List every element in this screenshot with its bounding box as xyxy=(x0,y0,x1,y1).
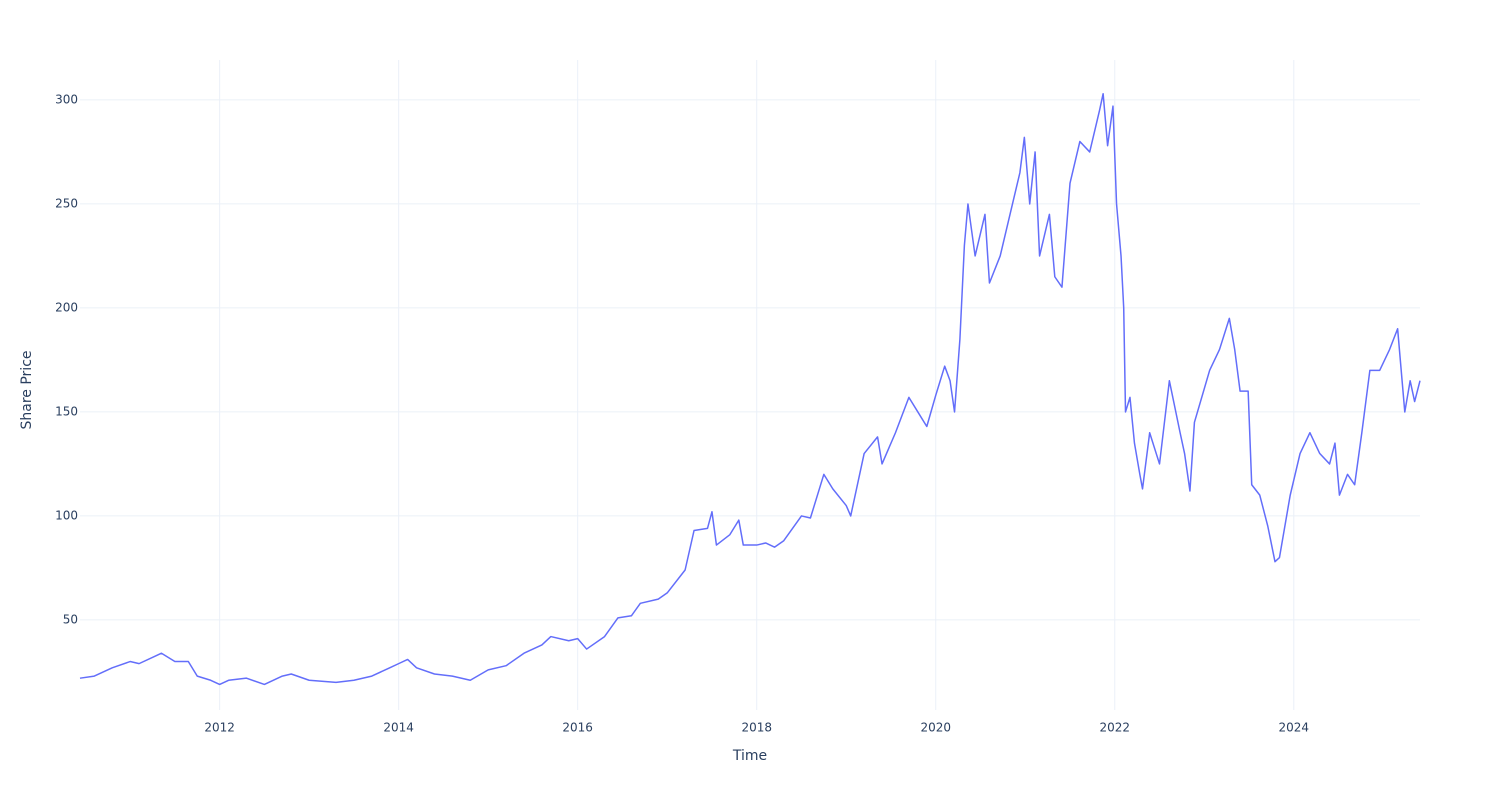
x-tick-label: 2014 xyxy=(383,721,414,735)
y-tick-label: 200 xyxy=(55,300,78,314)
y-axis-title: Share Price xyxy=(19,350,35,429)
y-tick-label: 250 xyxy=(55,196,78,210)
y-tick-label: 50 xyxy=(63,612,78,626)
x-tick-label: 2020 xyxy=(920,721,951,735)
x-tick-label: 2024 xyxy=(1279,721,1310,735)
price-line xyxy=(79,92,1421,686)
x-tick-label: 2016 xyxy=(562,721,593,735)
x-tick-label: 2018 xyxy=(741,721,772,735)
x-tick-label: 2012 xyxy=(204,721,235,735)
x-tick-label: 2022 xyxy=(1099,721,1130,735)
y-tick-label: 100 xyxy=(55,508,78,522)
y-tick-label: 300 xyxy=(55,92,78,106)
y-tick-label: 150 xyxy=(55,404,78,418)
x-axis-title: Time xyxy=(732,748,767,764)
